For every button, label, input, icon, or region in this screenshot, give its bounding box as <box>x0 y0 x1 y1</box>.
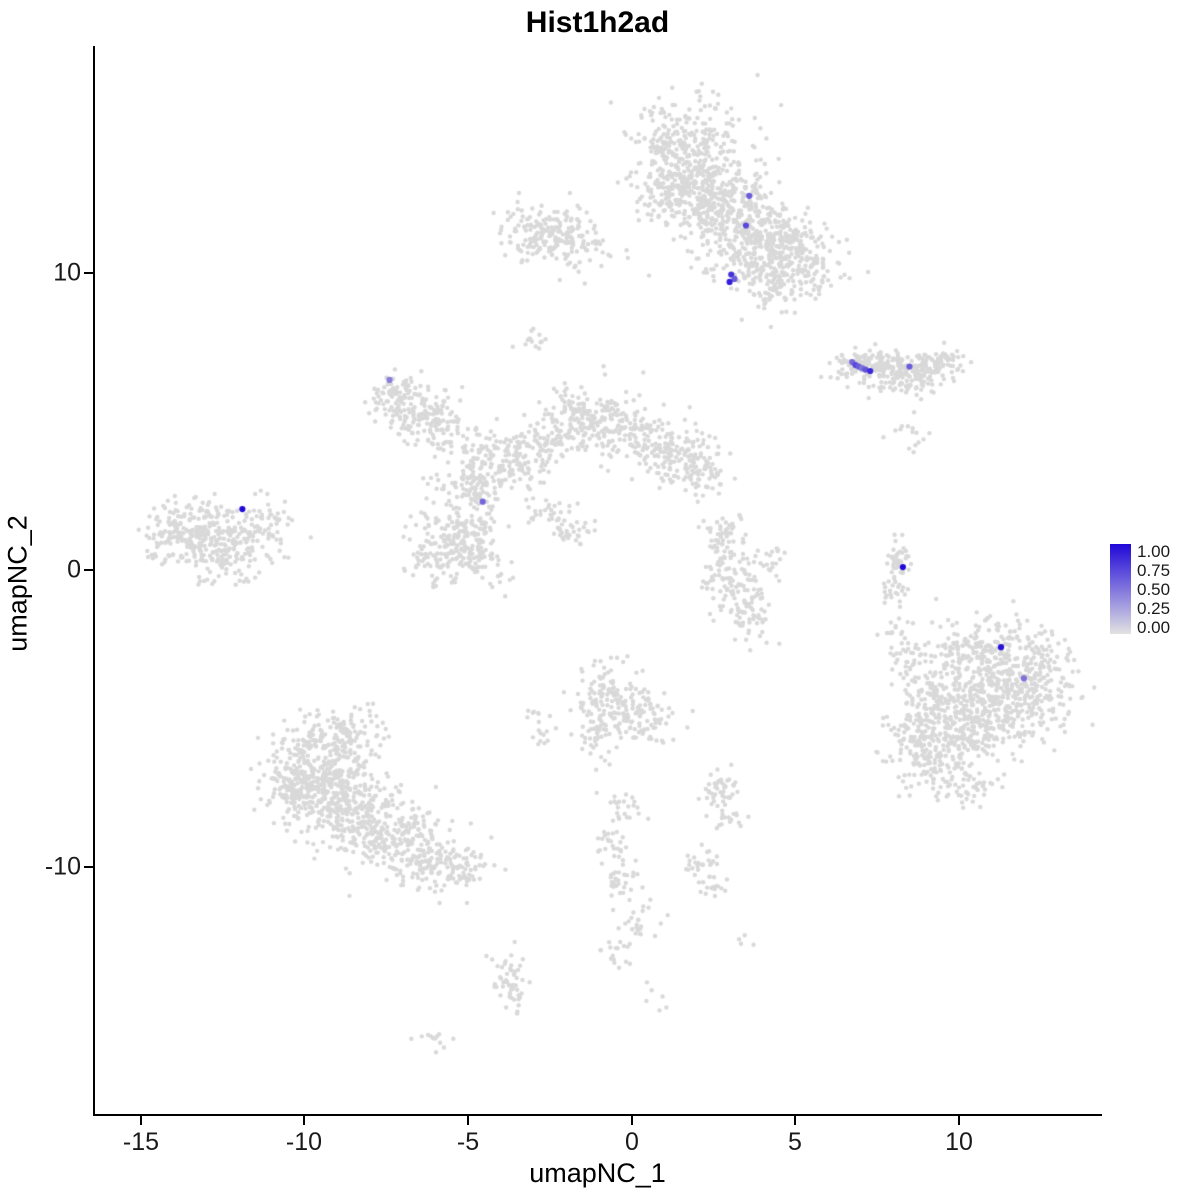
legend-gradient-bar <box>1110 544 1131 634</box>
y-tick-label: -10 <box>44 852 81 881</box>
y-tick-label: 0 <box>67 555 81 584</box>
x-tick-mark <box>958 1116 960 1125</box>
y-tick-mark <box>84 569 93 571</box>
x-tick-mark <box>794 1116 796 1125</box>
x-tick-label: 5 <box>788 1128 802 1156</box>
y-tick-label: 10 <box>53 258 81 287</box>
y-axis-title: umapNC_2 <box>2 515 33 652</box>
expression-legend: 1.00 0.75 0.50 0.25 0.00 <box>1110 542 1170 637</box>
legend-tick-label: 0.50 <box>1137 580 1171 599</box>
x-axis-title: umapNC_1 <box>529 1158 666 1188</box>
legend-tick-label: 0.25 <box>1137 599 1171 618</box>
legend-tick-label: 1.00 <box>1137 542 1171 561</box>
x-tick-label: 0 <box>625 1128 639 1156</box>
y-axis-line <box>93 46 95 1116</box>
plot-title: Hist1h2ad <box>525 6 670 39</box>
legend-tick-label: 0.75 <box>1137 561 1171 580</box>
x-tick-label: -15 <box>122 1128 160 1156</box>
x-tick-mark <box>303 1116 305 1125</box>
x-axis-line <box>93 1114 1102 1116</box>
legend-labels: 1.00 0.75 0.50 0.25 0.00 <box>1137 542 1170 637</box>
x-tick-mark <box>631 1116 633 1125</box>
legend-tick-label: 0.00 <box>1137 618 1171 637</box>
x-tick-mark <box>467 1116 469 1125</box>
y-tick-mark <box>84 272 93 274</box>
x-tick-label: 10 <box>945 1128 973 1156</box>
y-tick-mark <box>84 866 93 868</box>
x-tick-mark <box>140 1116 142 1125</box>
x-tick-label: -10 <box>285 1128 323 1156</box>
x-tick-label: -5 <box>456 1128 480 1156</box>
